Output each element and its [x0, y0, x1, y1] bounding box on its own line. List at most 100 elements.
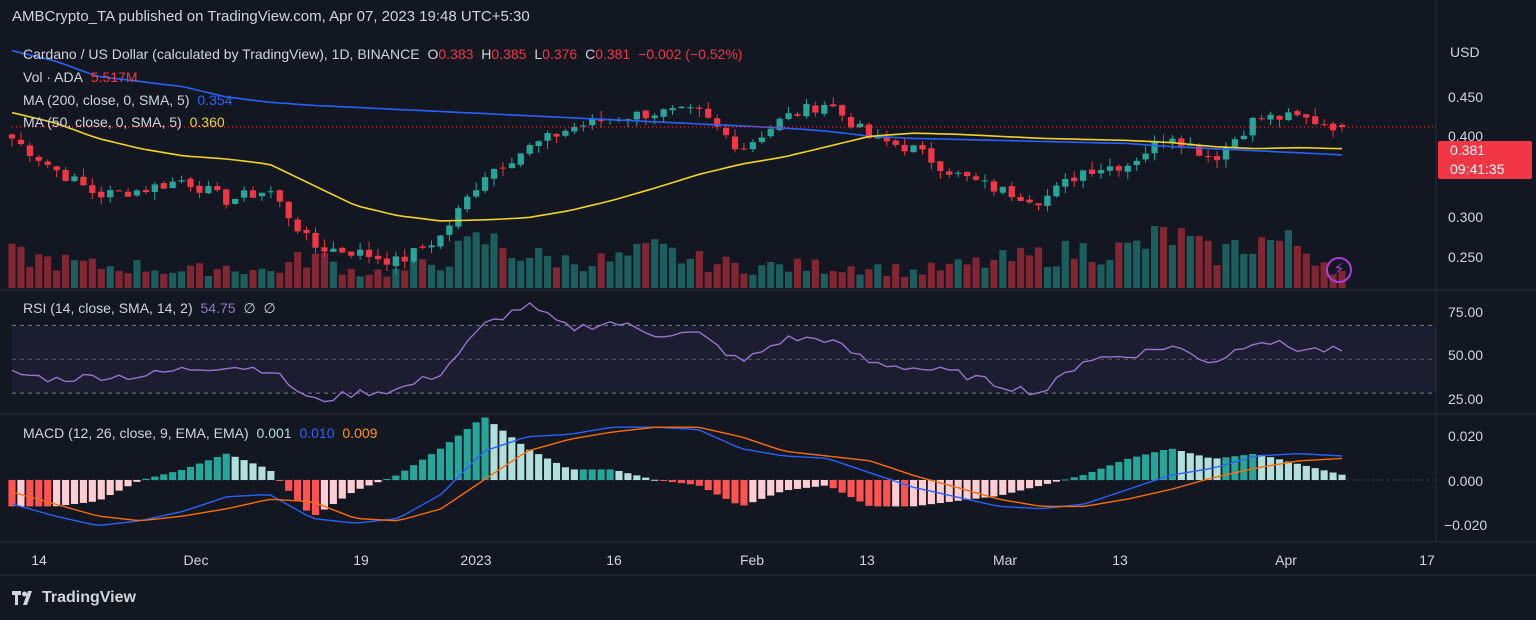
macd-line — [11, 426, 1343, 526]
volume-bar — [231, 271, 239, 288]
symbol-title[interactable]: Cardano / US Dollar (calculated by Tradi… — [23, 46, 420, 62]
macd-histogram-bar — [329, 480, 337, 505]
volume-bar — [1088, 261, 1096, 288]
macd-histogram-bar — [570, 469, 578, 480]
candle-body — [580, 125, 587, 127]
candle-body — [26, 145, 33, 157]
time-tick: 14 — [31, 552, 47, 568]
candle-body — [1213, 156, 1221, 161]
candle-body — [696, 107, 703, 109]
candle-body — [1097, 170, 1105, 174]
macd-histogram-bar — [865, 480, 873, 506]
volume-bar — [785, 271, 793, 288]
volume-bar — [713, 264, 721, 288]
volume-bar — [544, 255, 552, 288]
candle-body — [678, 106, 685, 109]
volume-legend[interactable]: Vol · ADA 5.517M — [23, 69, 142, 85]
macd-legend[interactable]: MACD (12, 26, close, 9, EMA, EMA) 0.001 … — [23, 425, 381, 441]
macd-histogram-bar — [1168, 448, 1176, 480]
volume-bar — [44, 256, 52, 288]
candle-body — [339, 247, 346, 253]
macd-histogram-bar — [365, 480, 373, 486]
volume-bar — [1168, 245, 1176, 288]
macd-histogram-bar — [258, 466, 266, 480]
macd-histogram-bar — [44, 480, 52, 507]
macd-histogram-bar — [918, 480, 927, 506]
time-tick: Apr — [1275, 552, 1297, 568]
volume-bar — [463, 236, 471, 288]
macd-histogram-bar — [463, 428, 471, 480]
rsi-label: RSI (14, close, SMA, 14, 2) — [23, 300, 193, 316]
volume-bar — [1293, 245, 1301, 288]
ma200-legend[interactable]: MA (200, close, 0, SMA, 5) 0.354 — [23, 92, 236, 108]
macd-histogram-bar — [901, 480, 909, 507]
currency-label[interactable]: USD — [1450, 44, 1480, 60]
candle-body — [1088, 169, 1096, 174]
volume-bar — [392, 268, 400, 288]
candle-body — [642, 110, 649, 119]
candle-body — [633, 111, 640, 120]
candle-body — [196, 185, 203, 193]
volume-bar — [526, 257, 534, 288]
volume-bar — [1061, 240, 1069, 288]
macd-histogram-bar — [61, 480, 70, 506]
candle-body — [169, 181, 176, 189]
candle-body — [89, 185, 96, 193]
macd-histogram-bar — [311, 480, 320, 516]
macd-histogram-bar — [1142, 454, 1150, 480]
candle-body — [35, 156, 42, 161]
candle-body — [1321, 124, 1328, 126]
candle-body — [714, 118, 721, 127]
volume-bar — [1258, 237, 1266, 288]
low-value: 0.376 — [542, 46, 578, 62]
macd-histogram-bar — [1267, 457, 1275, 480]
macd-signal-line — [11, 426, 1343, 522]
macd-histogram-bar — [1213, 458, 1221, 480]
macd-histogram-bar — [1159, 450, 1168, 480]
rsi-legend[interactable]: RSI (14, close, SMA, 14, 2) 54.75 ∅ ∅ — [23, 300, 280, 317]
macd-histogram-bar — [758, 480, 766, 499]
volume-bar — [1311, 265, 1319, 288]
volume-bar — [1097, 264, 1105, 288]
candle-body — [1115, 166, 1122, 171]
candle-body — [1142, 153, 1149, 160]
macd-histogram-bar — [151, 476, 159, 480]
volume-bar — [633, 243, 641, 288]
candle-body — [1222, 147, 1230, 160]
candle-body — [937, 161, 944, 172]
volume-bar — [722, 256, 730, 288]
macd-histogram-bar — [1115, 462, 1123, 480]
ma50-legend[interactable]: MA (50, close, 0, SMA, 5) 0.360 — [23, 114, 229, 130]
footer-branding[interactable]: TradingView — [12, 589, 136, 607]
macd-histogram-bar — [954, 480, 962, 501]
volume-bar — [436, 270, 445, 288]
macd-histogram-bar — [1150, 452, 1159, 480]
macd-histogram-bar — [802, 480, 810, 488]
volume-bar — [490, 233, 498, 288]
candle-body — [473, 190, 480, 197]
macd-histogram-bar — [1017, 480, 1025, 491]
macd-histogram-bar — [401, 470, 409, 480]
price-tick: 0.400 — [1448, 128, 1484, 144]
volume-bar — [883, 275, 891, 288]
bolt-icon[interactable]: ⚡ — [1326, 257, 1352, 283]
macd-histogram-bar — [481, 417, 489, 480]
time-tick: 2023 — [460, 552, 492, 568]
open-label: O — [427, 46, 439, 62]
candle-body — [589, 118, 596, 126]
volume-bar — [356, 276, 364, 288]
candle-body — [1338, 124, 1346, 128]
candle-body — [963, 171, 971, 177]
macd-histogram-bar — [722, 480, 730, 499]
candle-body — [446, 225, 453, 235]
candle-body — [133, 190, 141, 196]
macd-histogram-bar — [999, 480, 1007, 495]
macd-histogram-bar — [686, 480, 694, 485]
candle-body — [1106, 166, 1114, 171]
volume-bar — [704, 271, 712, 288]
volume-bar — [829, 271, 837, 288]
macd-histogram-bar — [668, 480, 677, 483]
volume-bar — [838, 272, 846, 288]
volume-bar — [151, 270, 159, 288]
